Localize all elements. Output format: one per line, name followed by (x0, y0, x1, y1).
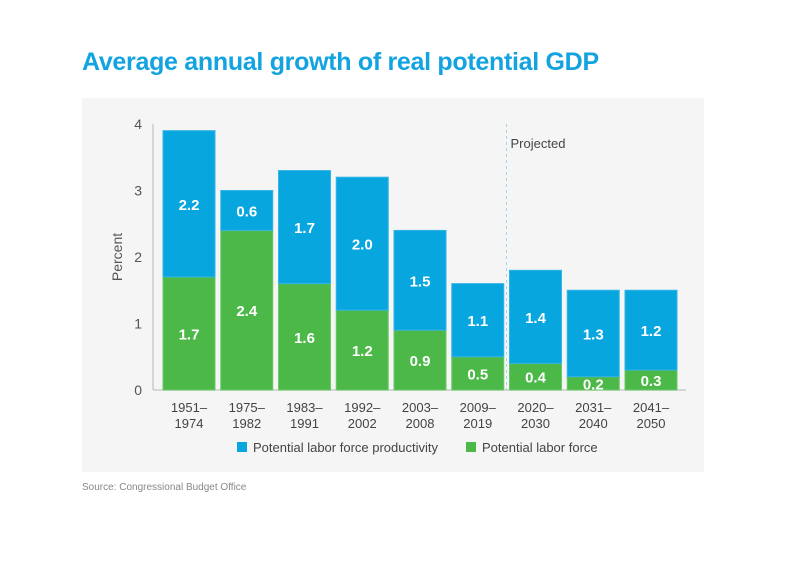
x-tick-label: 1992– (344, 400, 381, 415)
bar-labor-force (335, 309, 389, 391)
data-label: 0.2 (583, 376, 604, 393)
bar-productivity (451, 283, 505, 358)
x-tick-label: 2008 (406, 416, 435, 431)
data-label: 1.2 (352, 343, 373, 360)
data-label: 2.4 (236, 303, 258, 320)
legend-swatch (466, 442, 476, 452)
x-tick-label: 1951– (171, 400, 208, 415)
projected-label: Projected (511, 136, 566, 151)
x-tick-label: 1982 (232, 416, 261, 431)
bar-productivity (624, 289, 678, 371)
data-label: 1.2 (641, 323, 662, 340)
y-tick-label: 3 (134, 183, 142, 199)
data-label: 1.5 (410, 273, 431, 290)
x-tick-label: 1983– (286, 400, 323, 415)
y-tick-label: 2 (134, 249, 142, 265)
x-tick-label: 1974 (175, 416, 204, 431)
chart-title: Average annual growth of real potential … (82, 48, 599, 76)
bar-productivity (393, 229, 447, 331)
y-axis-label: Percent (109, 233, 125, 281)
y-tick-label: 4 (134, 116, 142, 132)
x-tick-label: 2031– (575, 400, 612, 415)
x-tick-label: 2040 (579, 416, 608, 431)
legend-label: Potential labor force productivity (253, 440, 438, 455)
x-tick-label: 2020– (517, 400, 554, 415)
x-tick-label: 2009– (460, 400, 497, 415)
x-tick-label: 2050 (637, 416, 666, 431)
data-label: 2.2 (179, 197, 200, 214)
source-note: Source: Congressional Budget Office (82, 482, 247, 493)
data-label: 1.6 (294, 330, 315, 347)
data-label: 0.5 (467, 366, 488, 383)
y-tick-label: 0 (134, 382, 142, 398)
x-tick-label: 2003– (402, 400, 439, 415)
bar-productivity (220, 190, 274, 231)
bar-productivity (162, 130, 216, 278)
data-label: 1.4 (525, 310, 547, 327)
bar-labor-force (509, 362, 562, 391)
bar-productivity (335, 176, 389, 311)
x-tick-label: 2002 (348, 416, 377, 431)
data-label: 1.7 (294, 220, 315, 237)
data-label: 0.9 (410, 353, 431, 370)
data-label: 2.0 (352, 237, 373, 254)
bar-productivity (509, 269, 562, 364)
data-label: 1.1 (467, 313, 488, 330)
data-label: 1.3 (583, 326, 604, 343)
legend-swatch (237, 442, 247, 452)
x-tick-label: 2041– (633, 400, 670, 415)
legend-label: Potential labor force (482, 440, 598, 455)
data-label: 1.7 (179, 326, 200, 343)
bar-productivity (278, 170, 331, 285)
bar-labor-force (393, 329, 447, 391)
data-label: 0.3 (641, 373, 662, 390)
bar-productivity (566, 289, 620, 378)
x-tick-label: 1975– (229, 400, 266, 415)
data-label: 0.6 (236, 203, 257, 220)
x-tick-label: 1991 (290, 416, 319, 431)
x-tick-label: 2019 (463, 416, 492, 431)
bar-labor-force (162, 276, 216, 391)
x-tick-label: 2030 (521, 416, 550, 431)
data-label: 0.4 (525, 370, 547, 387)
y-tick-label: 1 (134, 316, 142, 332)
